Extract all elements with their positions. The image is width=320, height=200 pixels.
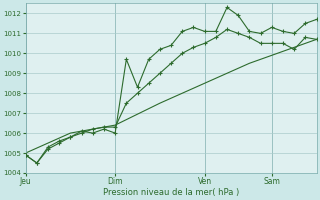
- X-axis label: Pression niveau de la mer( hPa ): Pression niveau de la mer( hPa ): [103, 188, 239, 197]
